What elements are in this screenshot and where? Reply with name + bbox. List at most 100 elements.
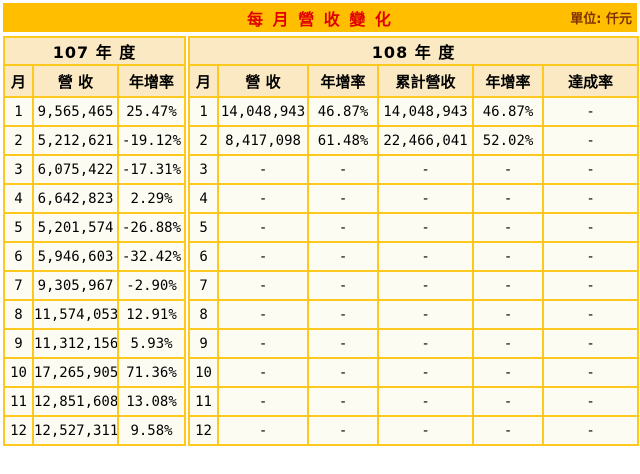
month-108: 6: [184, 241, 220, 272]
table-row: 11 12,851,608 13.08% 11- - - - -: [3, 386, 640, 417]
cumulative-revenue-108: 22,466,041: [377, 125, 475, 156]
yoy-107: 25.47%: [116, 96, 189, 127]
revenue-108: -: [217, 270, 310, 301]
month-107: 3: [3, 154, 34, 185]
revenue-107: 9,305,967: [32, 270, 119, 301]
table-row: 10 17,265,905 71.36% 10- - - - -: [3, 357, 640, 388]
column-header-row: 月 營 收 年增率 月 營 收 年增率 累計營收 年增率 達成率: [3, 64, 640, 98]
cumulative-revenue-108: -: [377, 212, 475, 243]
achievement-rate-108: -: [542, 241, 640, 272]
month-107: 2: [3, 125, 34, 156]
yoy-107: 13.08%: [116, 386, 189, 417]
achievement-rate-108: -: [542, 154, 640, 185]
achievement-rate-108: -: [542, 299, 640, 330]
month-107: 10: [3, 357, 34, 388]
achievement-rate-108: -: [542, 415, 640, 446]
table-row: 6 5,946,603 -32.42% 6- - - - -: [3, 241, 640, 272]
col-header-month-108: 月: [184, 64, 220, 98]
yoy-108: -: [307, 386, 380, 417]
col-header-cumulative-revenue-108: 累計營收: [377, 64, 475, 98]
yoy-107: 2.29%: [116, 183, 189, 214]
yoy-107: 5.93%: [116, 328, 189, 359]
month-107: 12: [3, 415, 34, 446]
revenue-108: -: [217, 357, 310, 388]
month-107: 4: [3, 183, 34, 214]
achievement-rate-108: -: [542, 212, 640, 243]
revenue-107: 11,312,156: [32, 328, 119, 359]
cumulative-yoy-108: -: [472, 270, 545, 301]
col-header-revenue-108: 營 收: [217, 64, 310, 98]
yoy-108: -: [307, 299, 380, 330]
monthly-revenue-table: 107 年 度 108 年 度 月 營 收 年增率 月 營 收 年增率 累計營收…: [2, 36, 640, 446]
yoy-107: -19.12%: [116, 125, 189, 156]
revenue-108: -: [217, 212, 310, 243]
revenue-108: -: [217, 154, 310, 185]
month-108: 11: [184, 386, 220, 417]
cumulative-yoy-108: -: [472, 386, 545, 417]
cumulative-revenue-108: -: [377, 299, 475, 330]
yoy-107: -2.90%: [116, 270, 189, 301]
achievement-rate-108: -: [542, 96, 640, 127]
achievement-rate-108: -: [542, 386, 640, 417]
cumulative-yoy-108: 46.87%: [472, 96, 545, 127]
cumulative-revenue-108: -: [377, 386, 475, 417]
cumulative-revenue-108: -: [377, 270, 475, 301]
yoy-108: -: [307, 328, 380, 359]
month-107: 7: [3, 270, 34, 301]
cumulative-yoy-108: -: [472, 241, 545, 272]
revenue-107: 6,075,422: [32, 154, 119, 185]
page-title: 每 月 營 收 變 化: [247, 9, 393, 29]
col-header-revenue-107: 營 收: [32, 64, 119, 98]
table-row: 5 5,201,574 -26.88% 5- - - - -: [3, 212, 640, 243]
month-108: 12: [184, 415, 220, 446]
revenue-107: 11,574,053: [32, 299, 119, 330]
col-header-achievement-rate-108: 達成率: [542, 64, 640, 98]
revenue-107: 9,565,465: [32, 96, 119, 127]
yoy-108: -: [307, 183, 380, 214]
cumulative-yoy-108: -: [472, 183, 545, 214]
cumulative-yoy-108: -: [472, 357, 545, 388]
col-header-yoy-107: 年增率: [116, 64, 189, 98]
yoy-108: -: [307, 241, 380, 272]
yoy-107: -32.42%: [116, 241, 189, 272]
yoy-107: 12.91%: [116, 299, 189, 330]
cumulative-revenue-108: -: [377, 328, 475, 359]
cumulative-revenue-108: -: [377, 357, 475, 388]
cumulative-revenue-108: -: [377, 154, 475, 185]
col-header-cumulative-yoy-108: 年增率: [472, 64, 545, 98]
cumulative-yoy-108: -: [472, 212, 545, 243]
month-107: 1: [3, 96, 34, 127]
yoy-108: -: [307, 270, 380, 301]
month-108: 2: [184, 125, 220, 156]
cumulative-revenue-108: -: [377, 415, 475, 446]
yoy-108: -: [307, 357, 380, 388]
revenue-108: -: [217, 415, 310, 446]
revenue-108: -: [217, 386, 310, 417]
cumulative-yoy-108: 52.02%: [472, 125, 545, 156]
revenue-107: 12,527,311: [32, 415, 119, 446]
table-row: 3 6,075,422 -17.31% 3- - - - -: [3, 154, 640, 185]
cumulative-yoy-108: -: [472, 415, 545, 446]
table-row: 7 9,305,967 -2.90% 7- - - - -: [3, 270, 640, 301]
revenue-108: -: [217, 328, 310, 359]
month-107: 5: [3, 212, 34, 243]
col-header-month-107: 月: [3, 64, 34, 98]
month-107: 8: [3, 299, 34, 330]
yoy-108: 61.48%: [307, 125, 380, 156]
month-107: 11: [3, 386, 34, 417]
year-header-row: 107 年 度 108 年 度: [2, 36, 640, 66]
cumulative-revenue-108: 14,048,943: [377, 96, 475, 127]
revenue-108: -: [217, 183, 310, 214]
table-body: 1 9,565,465 25.47% 1 14,048,943 46.87% 14,048,…: [3, 96, 640, 446]
month-108: 5: [184, 212, 220, 243]
achievement-rate-108: -: [542, 183, 640, 214]
unit-label: 單位: 仟元: [570, 12, 632, 27]
month-108: 10: [184, 357, 220, 388]
month-108: 3: [184, 154, 220, 185]
title-bar: 每 月 營 收 變 化 單位: 仟元: [3, 3, 637, 32]
yoy-107: -26.88%: [116, 212, 189, 243]
yoy-107: 71.36%: [116, 357, 189, 388]
month-107: 9: [3, 328, 34, 359]
year-header-107: 107 年 度: [2, 36, 189, 66]
